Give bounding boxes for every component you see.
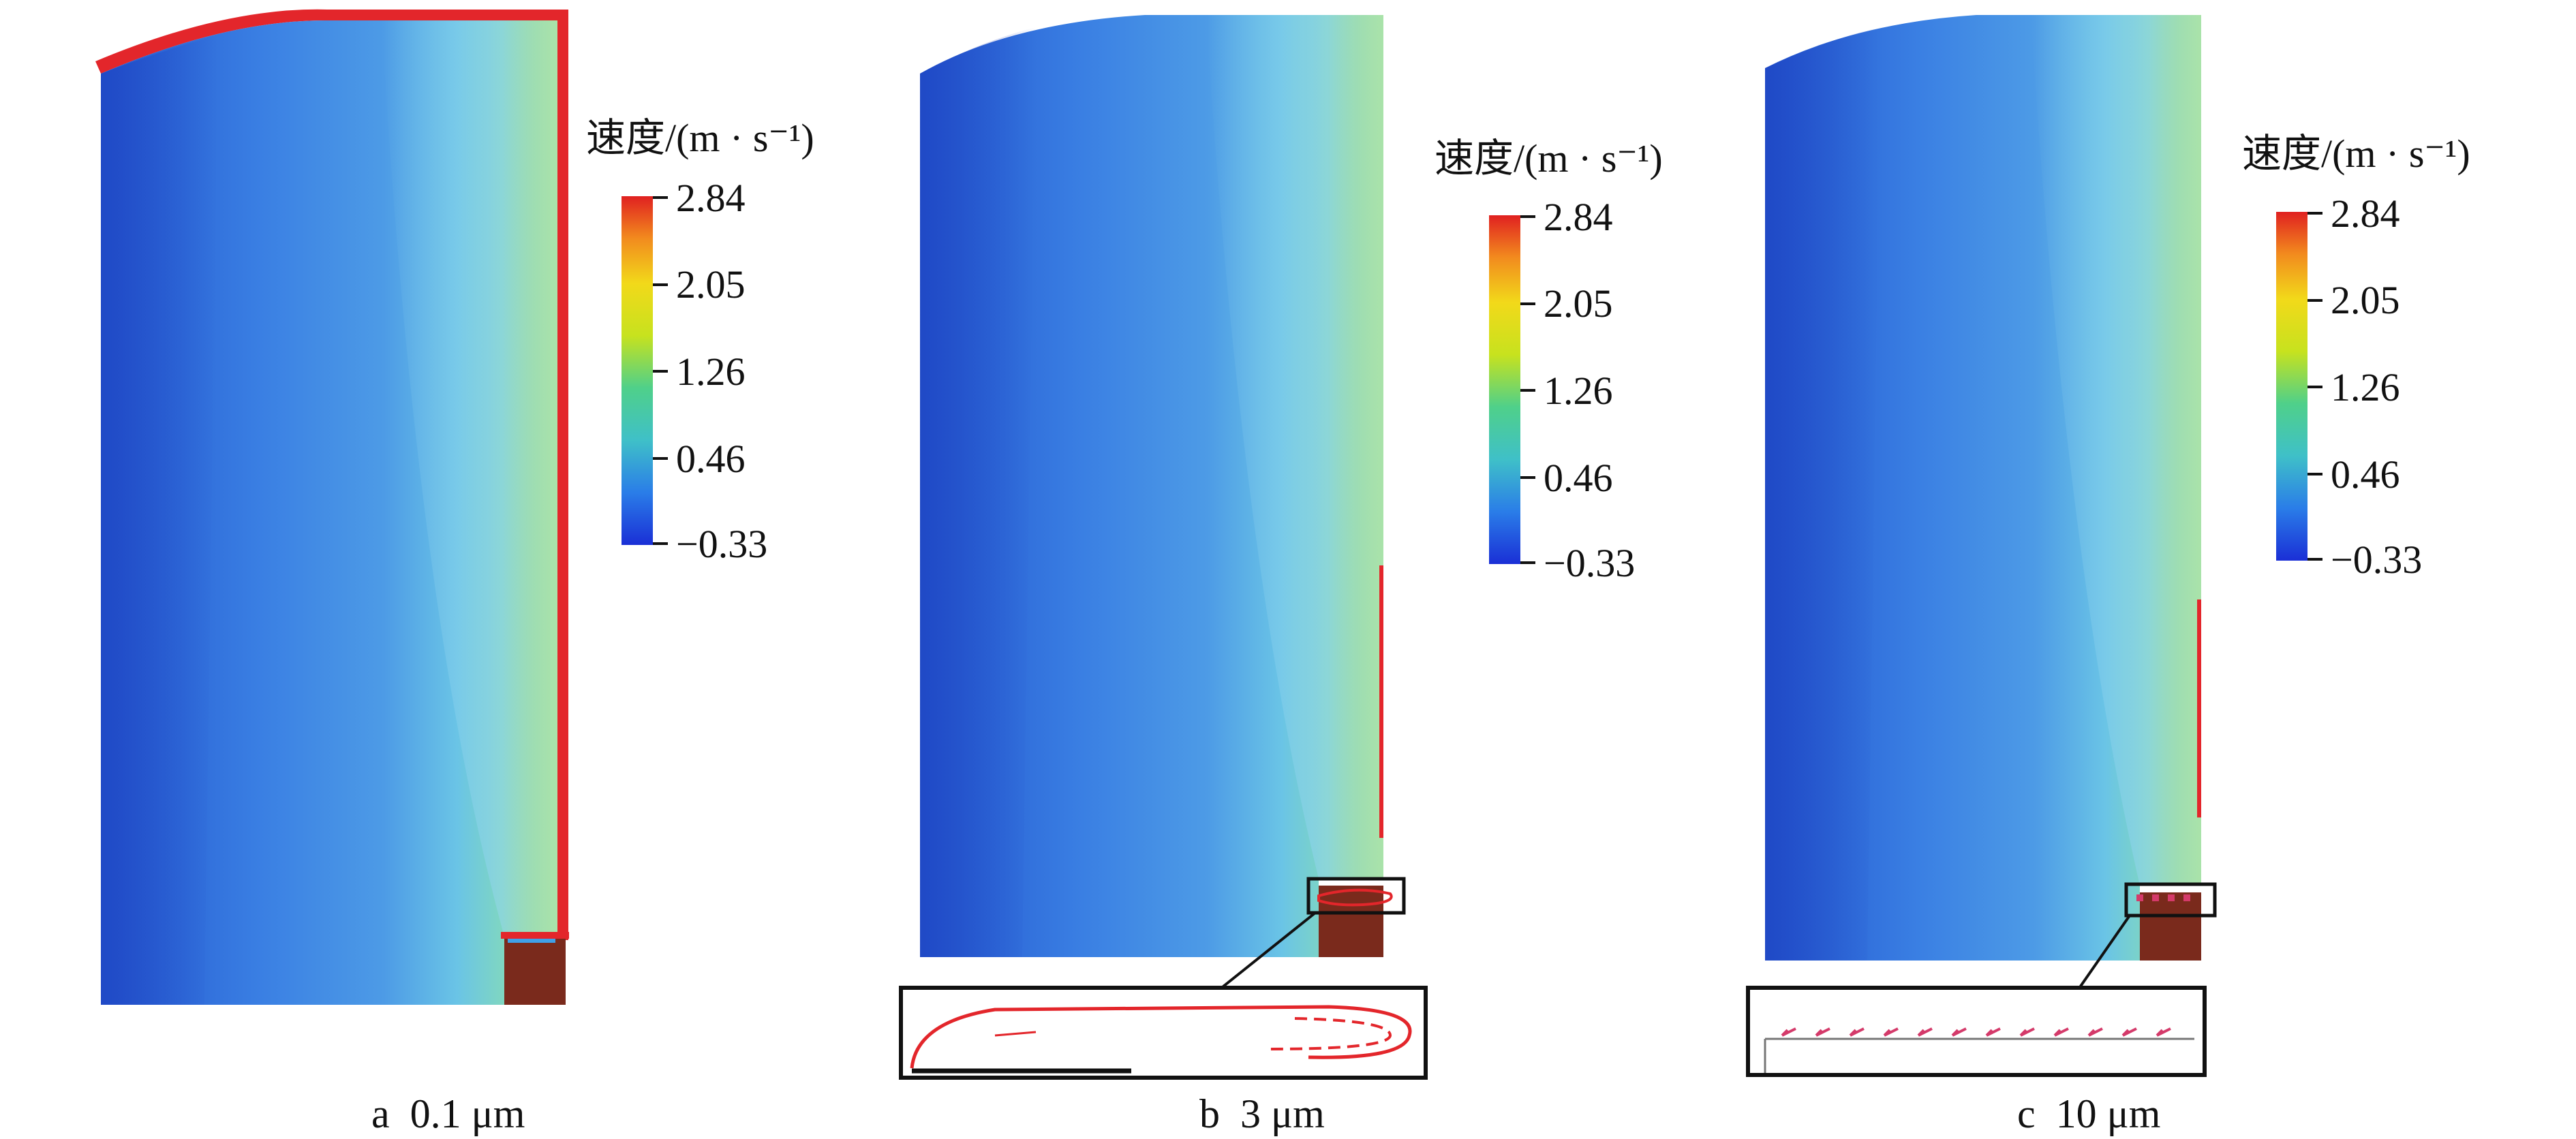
obstacle-block — [2140, 892, 2201, 961]
velocity-arrow — [1781, 1027, 1796, 1037]
velocity-wedge — [382, 20, 557, 937]
colorbar-tick-max: 2.84 — [676, 176, 746, 220]
colorbar-title: 速度/(m · s⁻¹) — [586, 116, 814, 160]
velocity-arrow — [2087, 1027, 2103, 1037]
inset-velocity-arrows — [1781, 1027, 2171, 1037]
colorbar-tick-3: 1.26 — [1544, 369, 1613, 413]
colorbar-gradient — [2276, 212, 2307, 561]
obstacle-block — [504, 937, 566, 1005]
velocity-arrow — [1815, 1027, 1830, 1037]
colorbar-gradient — [1489, 215, 1520, 564]
colorbar-tick-4: 0.46 — [1544, 456, 1613, 500]
obstacle-top-edge — [501, 932, 569, 939]
colorbar-panel-c: 速度/(m · s⁻¹) 2.84 2.05 1.26 0.46 −0.33 — [2242, 131, 2470, 582]
colorbar-panel-a: 速度/(m · s⁻¹) 2.84 2.05 1.26 0.46 −0.33 — [586, 116, 814, 566]
zoom-connector — [2077, 914, 2131, 990]
obstacle-block — [1319, 886, 1383, 957]
low-velocity-region — [1765, 27, 1881, 961]
colorbar-tick-2: 2.05 — [1544, 281, 1613, 326]
colorbar-tick-min: −0.33 — [1544, 541, 1635, 585]
caption-panel-a: a 0.1 μm — [371, 1091, 525, 1136]
zoom-connector — [1218, 911, 1317, 990]
vortex-mini — [1317, 888, 1393, 907]
low-velocity-region — [101, 35, 218, 1005]
panel-a — [95, 9, 569, 1005]
colorbar-panel-b: 速度/(m · s⁻¹) 2.84 2.05 1.26 0.46 −0.33 — [1435, 136, 1663, 585]
mini-arrows — [2136, 894, 2190, 901]
colorbar-title: 速度/(m · s⁻¹) — [2242, 131, 2470, 176]
inset-vortex-streamline — [910, 1005, 1412, 1069]
colorbar-tick-2: 2.05 — [676, 262, 746, 307]
velocity-arrow — [1883, 1027, 1899, 1037]
velocity-wedge — [2031, 15, 2201, 886]
colorbar-tick-min: −0.33 — [676, 522, 767, 566]
colorbar-title: 速度/(m · s⁻¹) — [1435, 136, 1663, 181]
panel-c — [1746, 15, 2217, 1077]
zoom-inset — [899, 986, 1428, 1080]
panel-b — [899, 15, 1428, 1080]
velocity-arrow — [2156, 1027, 2171, 1037]
low-velocity-region — [920, 27, 1036, 957]
wall-boundary-high-velocity — [1379, 565, 1383, 838]
colorbar-tick-min: −0.33 — [2331, 537, 2422, 582]
colorbar-ticks — [1520, 215, 1535, 564]
caption-panel-b: b 3 μm — [1199, 1091, 1325, 1136]
colorbar-tick-max: 2.84 — [2331, 191, 2400, 236]
colorbar-ticks — [2307, 212, 2322, 561]
inset-stream-arrow — [994, 1031, 1037, 1037]
wall-boundary-high-velocity — [2197, 599, 2201, 817]
velocity-arrow — [2053, 1027, 2069, 1037]
velocity-wedge — [1206, 15, 1383, 879]
velocity-arrow — [2019, 1027, 2035, 1037]
caption-panel-c: c 10 μm — [2017, 1091, 2160, 1136]
colorbar-tick-2: 2.05 — [2331, 278, 2400, 322]
velocity-arrow — [2121, 1027, 2137, 1037]
colorbar-tick-4: 0.46 — [2331, 452, 2400, 497]
inset-vortex-streamline-inner — [1267, 1017, 1392, 1050]
zoom-inset — [1746, 986, 2207, 1077]
obstacle-gap — [508, 939, 555, 943]
velocity-arrow — [1985, 1027, 2001, 1037]
colorbar-tick-3: 1.26 — [676, 349, 746, 394]
velocity-arrow — [1849, 1027, 1865, 1037]
colorbar-gradient — [622, 196, 653, 545]
colorbar-tick-3: 1.26 — [2331, 365, 2400, 409]
colorbar-ticks — [653, 196, 668, 545]
velocity-arrow — [1951, 1027, 1967, 1037]
zoom-box — [2124, 882, 2217, 918]
colorbar-tick-max: 2.84 — [1544, 195, 1613, 239]
colorbar-tick-4: 0.46 — [676, 437, 746, 481]
velocity-arrow — [1917, 1027, 1933, 1037]
zoom-box — [1306, 877, 1406, 915]
